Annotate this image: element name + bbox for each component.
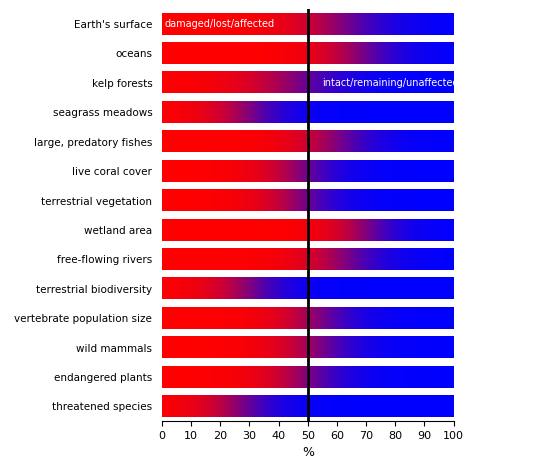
Text: intact/remaining/unaffected: intact/remaining/unaffected: [322, 78, 459, 88]
X-axis label: %: %: [302, 446, 314, 460]
Text: damaged/lost/affected: damaged/lost/affected: [165, 19, 275, 29]
